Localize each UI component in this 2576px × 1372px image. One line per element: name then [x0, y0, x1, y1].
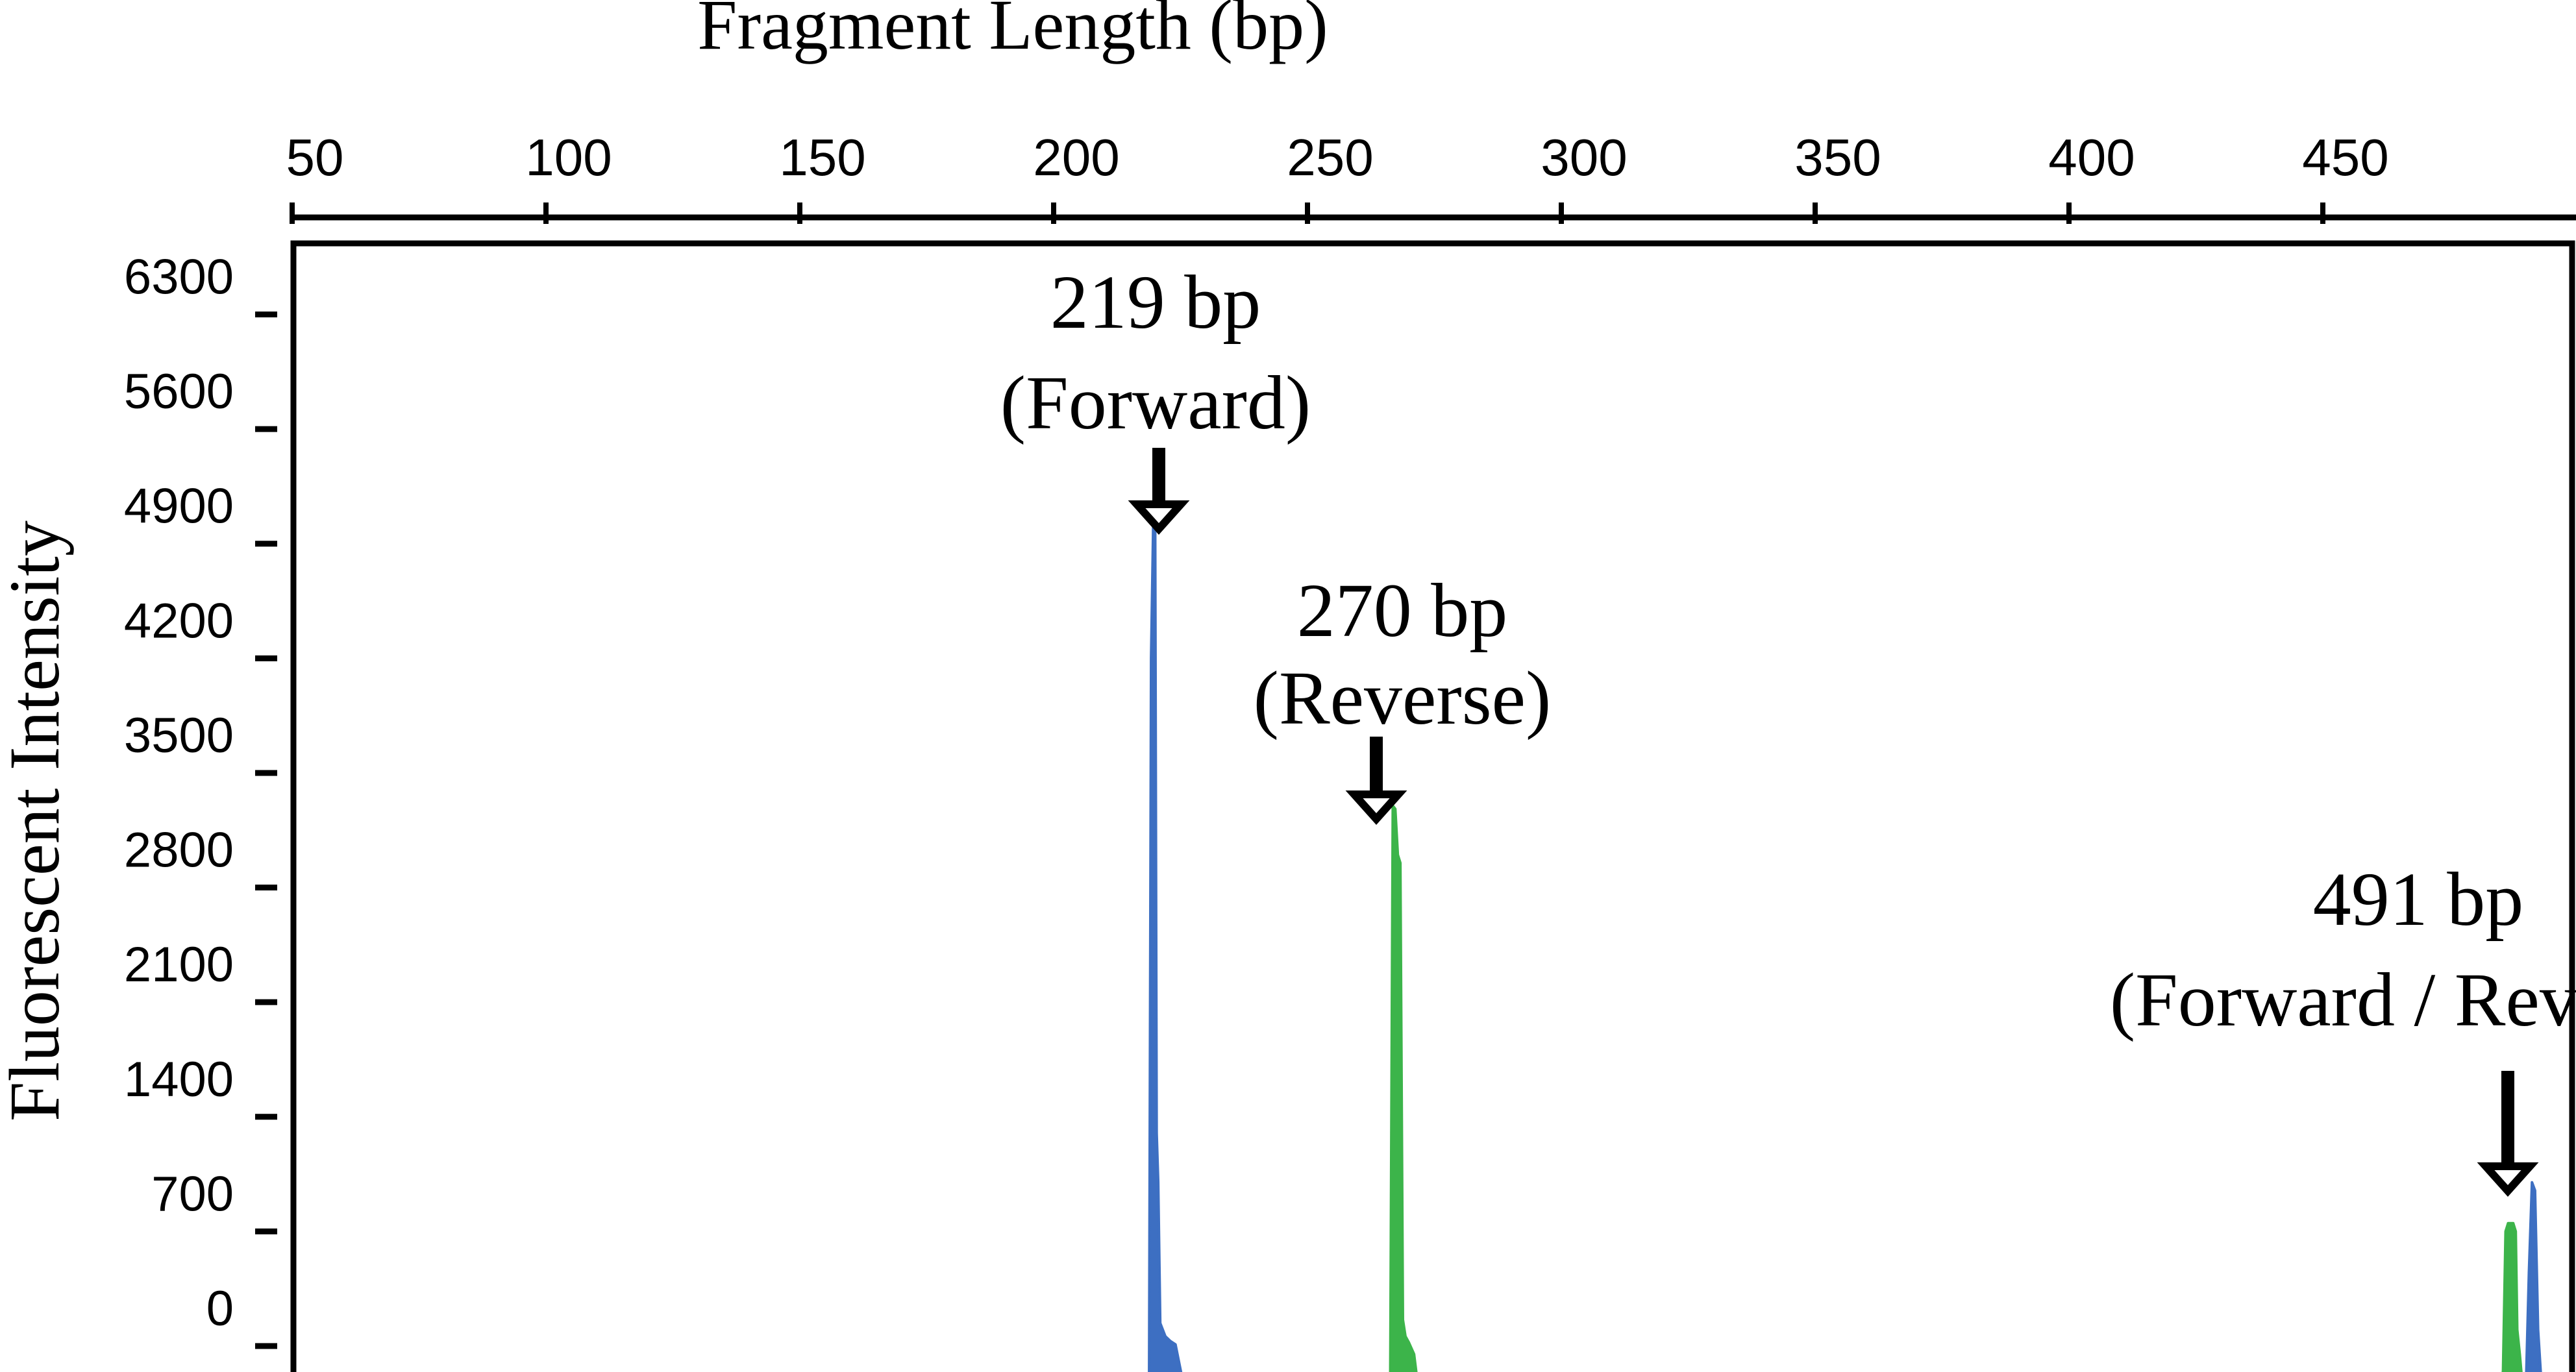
y-tick-label: 4900 — [124, 479, 234, 534]
y-tick-label: 1400 — [124, 1052, 234, 1107]
arrow-down-icon — [2501, 1071, 2514, 1169]
peak-size-label: 491 bp — [2313, 857, 2524, 942]
y-tick-label: 0 — [206, 1281, 234, 1336]
peak-direction-label: (Forward) — [1000, 360, 1311, 445]
arrow-head-icon — [2477, 1162, 2539, 1197]
plot-frame — [290, 240, 2575, 1372]
peak-size-label: 270 bp — [1297, 568, 1508, 653]
y-tick-label: 3500 — [124, 708, 234, 763]
x-tick-label: 150 — [779, 129, 865, 186]
peak-size-label: 219 bp — [1050, 260, 1261, 345]
y-tick-label: 700 — [151, 1166, 234, 1221]
arrow-down-icon — [1152, 448, 1165, 507]
series-green-trace — [1389, 804, 2523, 1372]
y-tick-label: 2800 — [124, 823, 234, 878]
peak-annotation: 491 bp (Forward / Reverse) — [2110, 857, 2576, 1197]
x-tick-label: 250 — [1287, 129, 1373, 186]
x-tick-label: 100 — [525, 129, 612, 186]
x-tick-label: 50 — [286, 129, 344, 186]
y-axis-title: Fluorescent Intensity — [0, 521, 74, 1121]
y-tick-label: 2100 — [124, 937, 234, 992]
x-tick-label: 200 — [1033, 129, 1119, 186]
x-tick-label: 350 — [1794, 129, 1881, 186]
peak-direction-label: (Forward / Reverse) — [2110, 957, 2576, 1042]
x-axis-title: Fragment Length (bp) — [697, 0, 1328, 64]
peak-annotation: 219 bp (Forward) — [1000, 260, 1311, 535]
peak-annotation: 270 bp(Reverse) — [1254, 568, 1552, 825]
arrow-head-icon — [1345, 790, 1407, 825]
y-tick-label: 5600 — [124, 364, 234, 419]
arrow-down-icon — [1370, 737, 1383, 797]
y-tick-label: 6300 — [124, 250, 234, 305]
y-tick-label: 4200 — [124, 593, 234, 648]
x-tick-label: 450 — [2302, 129, 2388, 186]
arrow-head-icon — [1128, 500, 1190, 535]
peak-direction-label: (Reverse) — [1254, 655, 1552, 741]
x-tick-label: 300 — [1541, 129, 1627, 186]
x-tick-label: 400 — [2048, 129, 2135, 186]
